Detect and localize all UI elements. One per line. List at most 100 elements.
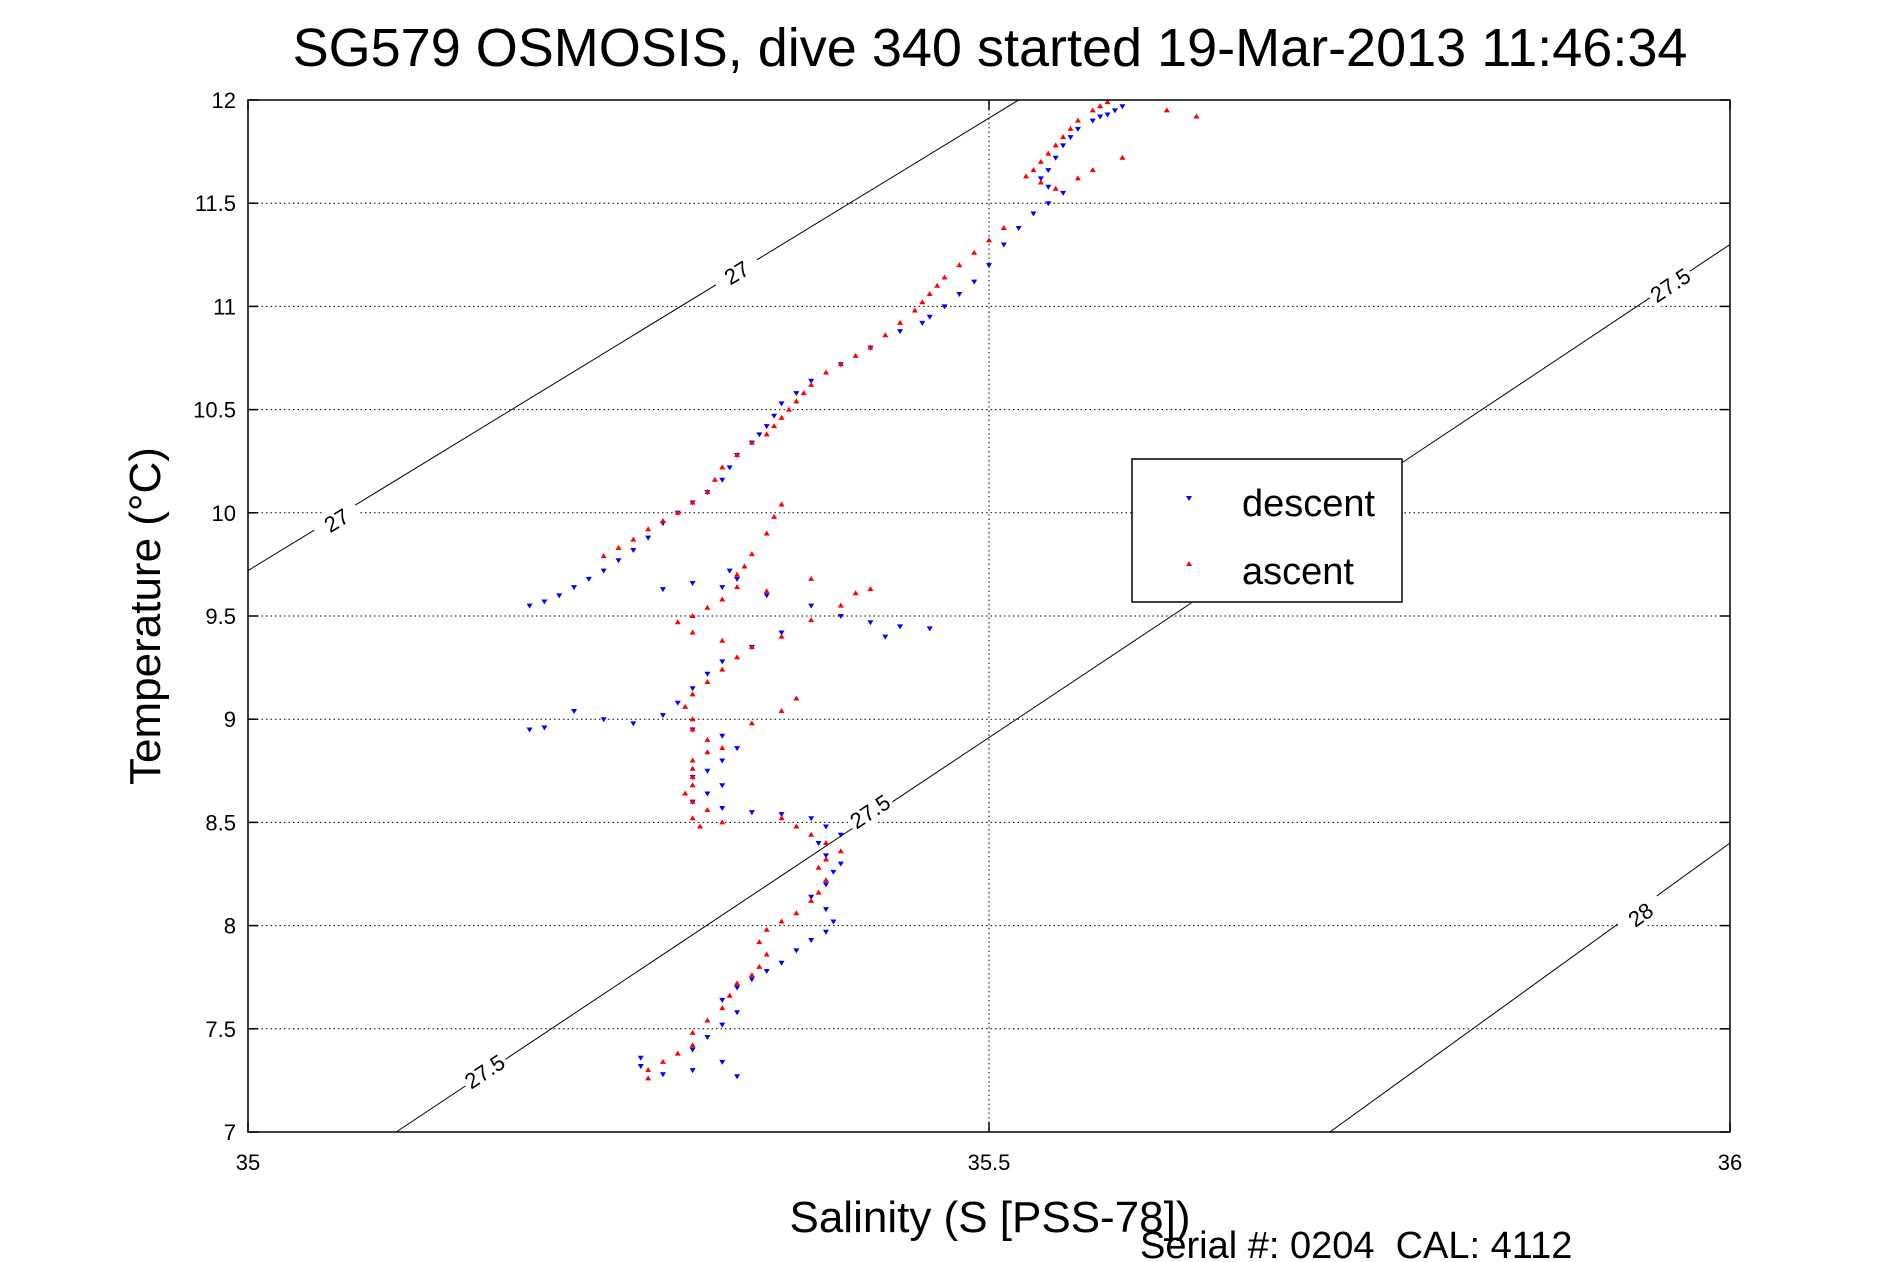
ascent-point	[808, 617, 815, 623]
descent-point	[837, 861, 844, 867]
ascent-point	[704, 807, 711, 813]
descent-point	[1037, 176, 1044, 182]
ascent-point	[704, 1017, 711, 1023]
ascent-point	[734, 980, 741, 986]
ascent-point	[689, 1042, 696, 1048]
ascent-point	[778, 707, 785, 713]
y-tick-label: 7.5	[205, 1017, 236, 1042]
descent-point	[830, 869, 837, 875]
descent-point	[630, 547, 637, 553]
ascent-point	[741, 563, 748, 569]
ascent-point	[689, 1029, 696, 1035]
ascent-point	[956, 262, 963, 268]
descent-point	[837, 614, 844, 619]
ascent-point	[719, 745, 726, 751]
ascent-point	[793, 398, 800, 404]
descent-point	[674, 700, 681, 706]
ascent-point	[971, 249, 978, 255]
contour-label-background	[1642, 260, 1698, 310]
ascent-point	[674, 619, 681, 625]
ascent-point	[748, 643, 755, 649]
ascent-point	[934, 282, 941, 288]
serial-cal-footer: Serial #: 0204 CAL: 4112	[1140, 1225, 1572, 1262]
ascent-point	[785, 406, 792, 412]
ascent-point	[815, 864, 822, 870]
ascent-point	[778, 918, 785, 924]
ascent-point	[771, 513, 778, 519]
descent-point	[1060, 143, 1067, 149]
descent-point	[808, 816, 815, 822]
ascent-point	[1089, 167, 1096, 173]
descent-point	[867, 620, 874, 626]
descent-point	[956, 292, 963, 298]
descent-point	[704, 768, 711, 774]
ascent-point	[689, 765, 696, 771]
ascent-point	[1074, 175, 1081, 181]
descent-point	[689, 580, 696, 586]
ascent-point	[674, 1050, 681, 1056]
ascent-point	[815, 889, 822, 895]
descent-point	[659, 713, 666, 719]
ascent-point	[822, 369, 829, 375]
descent-point	[778, 401, 785, 407]
ascent-point	[689, 782, 696, 788]
descent-point	[719, 1022, 726, 1028]
descent-point	[630, 721, 637, 727]
ascent-point	[1097, 103, 1104, 109]
descent-point	[1060, 190, 1067, 196]
descent-point	[778, 960, 785, 966]
ascent-point	[837, 361, 844, 367]
ascent-point	[911, 307, 918, 313]
legend-ascent-marker	[1186, 561, 1192, 566]
ascent-point	[822, 840, 829, 846]
descent-point	[719, 659, 726, 665]
plot-area	[248, 100, 1730, 1132]
descent-point	[986, 263, 992, 269]
x-tick-label: 35	[236, 1150, 260, 1175]
ascent-point	[697, 823, 704, 829]
descent-point	[837, 832, 844, 838]
descent-point	[971, 279, 978, 285]
descent-point	[645, 535, 652, 541]
descent-point	[637, 1063, 644, 1069]
chart-title: SG579 OSMOSIS, dive 340 started 19-Mar-2…	[293, 18, 1688, 78]
legend-descent-label: descent	[1242, 483, 1376, 525]
ascent-point	[837, 602, 844, 608]
ascent-point	[734, 571, 741, 577]
y-tick-label: 8	[224, 914, 236, 939]
descent-point	[926, 314, 933, 320]
ascent-point	[808, 575, 815, 581]
contour-line-27-5	[395, 244, 1730, 1132]
descent-point	[1045, 201, 1052, 207]
ascent-point	[719, 637, 726, 643]
ascent-point	[719, 819, 726, 825]
descent-point	[704, 671, 711, 677]
contour-label-background	[709, 248, 764, 297]
descent-point	[556, 593, 563, 599]
descent-point	[793, 391, 800, 397]
ascent-point	[1163, 107, 1170, 113]
ascent-point	[1119, 154, 1126, 160]
ascent-point	[734, 452, 741, 458]
y-tick-label: 10	[212, 501, 236, 526]
descent-point	[615, 558, 622, 564]
ascent-point	[659, 518, 666, 524]
ascent-point	[1030, 167, 1037, 173]
descent-point	[1045, 184, 1052, 190]
descent-point	[1097, 114, 1104, 120]
ascent-point	[793, 823, 800, 829]
ascent-point	[1193, 113, 1200, 119]
descent-point	[704, 791, 711, 797]
ascent-point	[941, 274, 948, 280]
ascent-point	[711, 476, 718, 482]
descent-point	[734, 576, 741, 582]
descent-point	[689, 1047, 696, 1053]
x-axis-label: Salinity (S [PSS-78])	[789, 1193, 1190, 1242]
contour-line-28	[1329, 842, 1730, 1132]
ascent-point	[748, 439, 755, 445]
descent-point	[882, 634, 889, 640]
y-tick-label: 11	[213, 294, 236, 319]
ascent-point	[748, 972, 755, 978]
descent-point	[748, 810, 755, 816]
